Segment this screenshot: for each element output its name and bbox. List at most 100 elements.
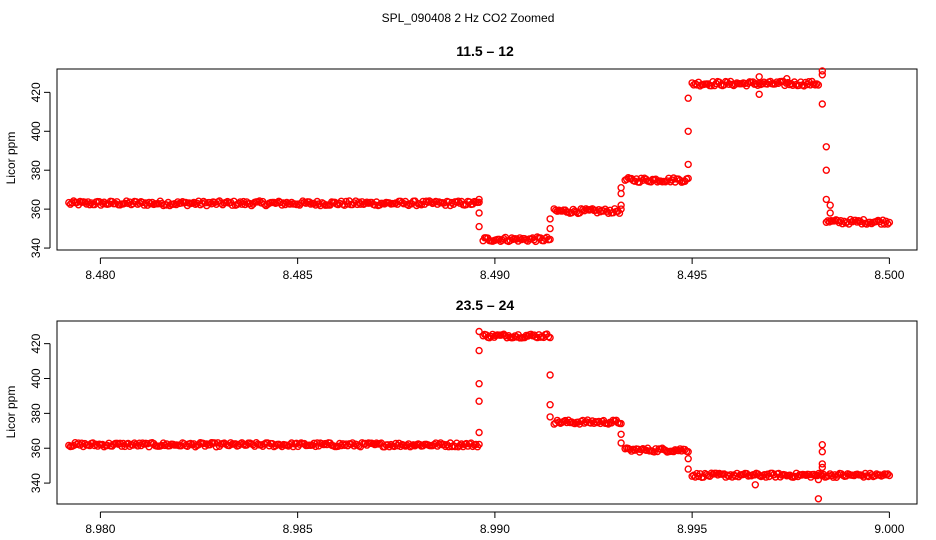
data-point — [384, 441, 392, 449]
y-tick-label: 400 — [29, 121, 43, 141]
data-point — [546, 333, 554, 342]
data-point — [851, 216, 860, 225]
data-point — [546, 235, 554, 244]
data-point — [818, 100, 826, 108]
x-tick-label: 8.990 — [480, 522, 510, 536]
data-point — [758, 79, 767, 88]
panel-title: 23.5 – 24 — [456, 297, 515, 313]
x-tick-label: 8.495 — [677, 268, 707, 282]
data-point — [783, 74, 791, 83]
data-point — [617, 439, 625, 447]
data-point — [684, 174, 692, 183]
plot-frame — [56, 68, 918, 251]
data-point — [885, 471, 894, 480]
data-point — [825, 218, 834, 226]
data-point — [826, 201, 834, 209]
data-point — [475, 397, 483, 405]
data-point — [427, 198, 435, 206]
data-point — [884, 470, 892, 478]
data-point — [85, 200, 94, 209]
x-tick-label: 8.980 — [85, 522, 115, 536]
y-tick-label: 340 — [29, 238, 43, 258]
data-point — [593, 418, 601, 427]
data-point — [475, 440, 483, 449]
data-point — [751, 471, 759, 479]
data-point — [546, 224, 554, 233]
data-point — [479, 332, 487, 340]
data-point — [822, 195, 830, 204]
x-tick-label: 8.500 — [874, 268, 904, 282]
y-tick-label: 360 — [29, 199, 43, 219]
data-point — [858, 220, 866, 228]
data-point — [177, 199, 185, 207]
y-tick-label: 380 — [29, 160, 43, 180]
y-axis: 340 360 380 400 420 — [29, 333, 51, 493]
data-point — [516, 234, 524, 242]
data-point — [884, 220, 892, 228]
data-point — [755, 73, 763, 81]
data-point — [826, 209, 834, 217]
data-point — [475, 327, 483, 336]
data-point — [669, 447, 678, 456]
data-point — [546, 401, 554, 409]
x-tick-label: 8.985 — [283, 522, 313, 536]
data-point — [475, 346, 483, 355]
x-tick-label: 9.000 — [874, 522, 904, 536]
data-point — [475, 198, 483, 207]
y-tick-label: 400 — [29, 368, 43, 388]
data-point — [73, 440, 81, 449]
data-point — [684, 448, 692, 456]
data-point — [818, 67, 826, 75]
y-tick-label: 360 — [29, 438, 43, 458]
data-point — [287, 439, 296, 447]
data-point — [475, 222, 483, 231]
data-point — [814, 495, 823, 503]
x-tick-label: 8.995 — [677, 522, 707, 536]
data-point — [475, 209, 483, 217]
data-point — [669, 174, 678, 182]
data-point — [822, 166, 830, 174]
data-point — [255, 197, 264, 205]
data-point — [546, 371, 554, 379]
data-point — [217, 199, 225, 208]
data-point — [68, 198, 76, 207]
data-point — [860, 473, 868, 481]
x-axis: 8.980 8.985 8.990 8.995 9.000 — [85, 511, 905, 536]
data-point — [435, 440, 443, 448]
x-tick-label: 8.480 — [85, 268, 115, 282]
y-tick-label: 380 — [29, 403, 43, 423]
data-point — [226, 439, 235, 447]
page-title: SPL_090408 2 Hz CO2 Zoomed — [382, 11, 555, 25]
data-point — [684, 127, 692, 136]
data-point — [371, 440, 379, 449]
data-point — [684, 455, 692, 463]
chart-panel-bottom: 23.5 – 24 Licor ppm 8.980 8.985 8.990 8.995… — [4, 297, 918, 536]
data-point — [617, 183, 625, 192]
data-point — [228, 201, 237, 209]
y-tick-label: 420 — [29, 82, 43, 102]
y-axis-label: Licor ppm — [4, 132, 18, 185]
data-point — [754, 81, 762, 90]
data-point — [456, 441, 464, 450]
data-point — [755, 90, 763, 99]
data-point — [818, 460, 826, 468]
data-point — [615, 209, 624, 217]
data-point — [751, 481, 759, 489]
data-point — [475, 195, 483, 204]
data-point — [822, 143, 830, 151]
data-point — [190, 198, 198, 207]
data-point — [475, 380, 483, 388]
data-point — [206, 198, 214, 207]
data-point — [818, 441, 826, 449]
data-points — [65, 67, 894, 246]
data-point — [684, 160, 692, 169]
panel-title: 11.5 – 12 — [456, 43, 514, 59]
data-point — [617, 430, 625, 438]
data-point — [617, 419, 625, 428]
data-point — [186, 439, 195, 448]
data-points — [65, 327, 894, 503]
data-point — [617, 205, 625, 213]
data-point — [885, 218, 894, 227]
x-axis: 8.480 8.485 8.490 8.495 8.500 — [85, 257, 905, 282]
